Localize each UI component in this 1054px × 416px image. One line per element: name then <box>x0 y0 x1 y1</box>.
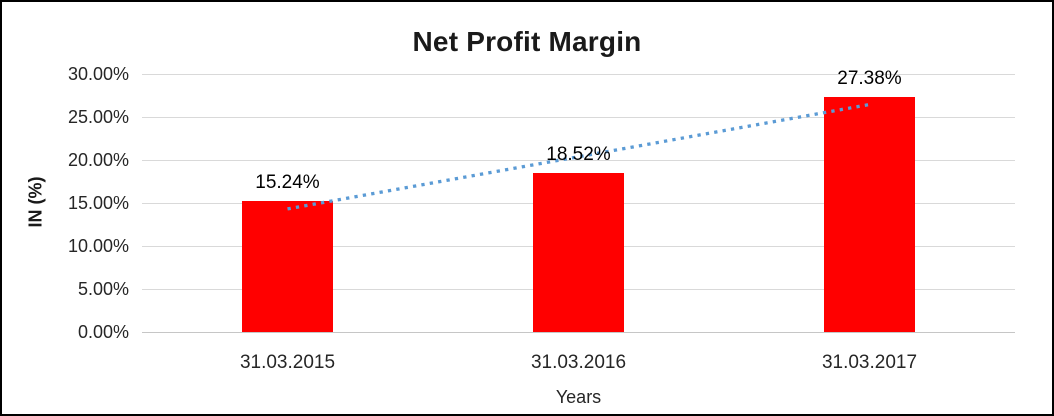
x-tick-label: 31.03.2015 <box>239 352 336 373</box>
plot-area: 15.24% 31.03.2015 18.52% 31.03.2016 27.38% 31… <box>142 68 1015 373</box>
x-axis-title: Years <box>555 387 602 407</box>
gridline <box>142 74 1015 75</box>
y-tick-label: 30.00% <box>67 64 129 84</box>
y-tick-label: 0.00% <box>77 322 129 342</box>
y-tick-label: 15.00% <box>67 193 129 213</box>
y-tick-label: 10.00% <box>67 236 129 256</box>
x-axis-line <box>142 332 1015 333</box>
bar <box>242 200 333 332</box>
bar-data-label: 15.24% <box>255 171 320 193</box>
x-tick-label: 31.03.2016 <box>530 352 627 373</box>
bar-data-label: 18.52% <box>546 143 611 165</box>
bar-data-label: 27.38% <box>837 67 902 89</box>
bar <box>824 96 915 332</box>
gridline <box>142 117 1015 118</box>
x-tick-label: 31.03.2017 <box>821 352 918 373</box>
gridline <box>142 160 1015 161</box>
bar <box>533 172 624 332</box>
y-tick-label: 20.00% <box>67 150 129 170</box>
chart-title: Net Profit Margin <box>412 26 642 57</box>
y-tick-label: 25.00% <box>67 107 129 127</box>
y-tick-label: 5.00% <box>77 279 129 299</box>
trendline-svg <box>287 102 870 211</box>
